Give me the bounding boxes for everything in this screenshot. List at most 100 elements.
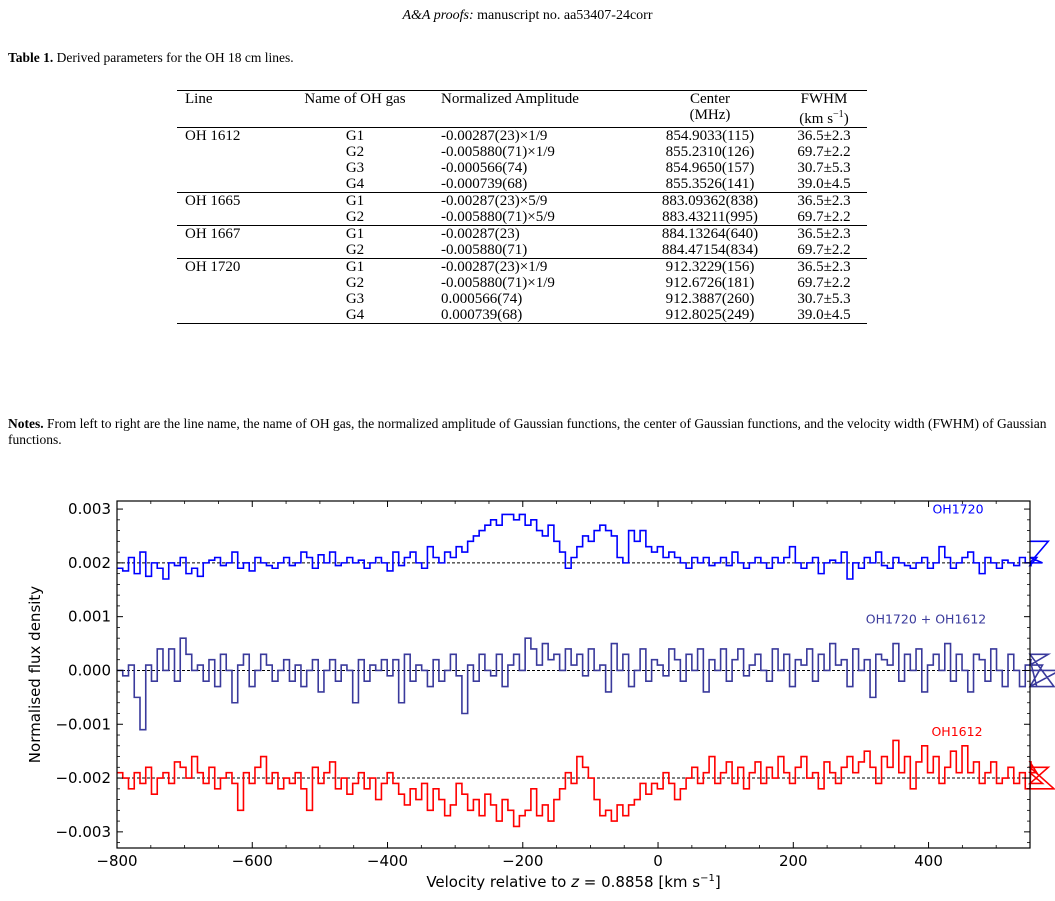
journal-name: A&A proofs: [402, 8, 474, 23]
cell-amplitude: -0.00287(23)×5/9 [433, 192, 639, 209]
cell-fwhm: 30.7±5.3 [797, 160, 851, 176]
cell-line: OH 1667 [177, 225, 277, 242]
cell-fwhm: 39.0±4.5 [781, 307, 867, 324]
x-tick-label: −400 [367, 852, 408, 870]
cell-line [177, 144, 277, 160]
table-row: OH 1720 G1 -0.00287(23)×1/9 912.3229(156) 36… [177, 258, 867, 275]
cell-center: 912.3229(156) [639, 258, 781, 275]
cell-gas: G1 [277, 127, 433, 144]
plot-frame [116, 500, 1031, 849]
table-row: G2 -0.005880(71) 884.47154(834) 69.7±2.2 [177, 242, 867, 259]
table-row: OH 1667 G1 -0.00287(23) 884.13264(640) 36.5±… [177, 225, 867, 242]
cell-line [177, 209, 277, 226]
cell-amplitude: -0.00287(23)×1/9 [433, 258, 639, 275]
cell-center: 883.43211(995) [662, 209, 758, 225]
cell-gas: G2 [345, 144, 365, 160]
cell-amplitude: -0.00287(23)×1/9 [433, 127, 639, 144]
y-tick-label: −0.002 [55, 769, 111, 787]
x-axis-label: Velocity relative to z = 0.8858 [km s−1] [426, 873, 720, 891]
table-row: G2 -0.005880(71)×5/9 883.43211(995) 69.7±2.… [177, 209, 867, 226]
col-header-amplitude: Normalized Amplitude [433, 90, 639, 107]
series-line-2 [117, 739, 1055, 828]
cell-center: 912.6726(181) [665, 275, 755, 291]
x-tick-label: 400 [914, 852, 943, 870]
y-tick-label: 0.000 [68, 661, 111, 679]
table-row: OH 1612 G1 -0.00287(23)×1/9 854.9033(115) 36… [177, 127, 867, 144]
cell-amplitude: -0.005880(71)×5/9 [441, 209, 555, 225]
x-tick-label: −800 [96, 852, 137, 870]
notes-text: From left to right are the line name, th… [8, 416, 1047, 447]
cell-gas: G1 [277, 225, 433, 242]
table-row: G4 0.000739(68) 912.8025(249) 39.0±4.5 [177, 307, 867, 324]
cell-line: OH 1612 [177, 127, 277, 144]
cell-gas: G2 [345, 242, 365, 258]
cell-center: 883.09362(838) [639, 192, 781, 209]
cell-line [177, 291, 277, 307]
cell-amplitude: 0.000739(68) [433, 307, 639, 324]
y-tick-label: −0.001 [55, 715, 111, 733]
table-row: G2 -0.005880(71)×1/9 855.2310(126) 69.7±2.2 [177, 144, 867, 160]
cell-fwhm: 36.5±2.3 [781, 258, 867, 275]
cell-line [177, 307, 277, 324]
table-caption: Table 1. Derived parameters for the OH 1… [8, 50, 294, 66]
cell-amplitude: -0.000566(74) [441, 160, 528, 176]
cell-gas: G3 [345, 160, 365, 176]
cell-fwhm: 36.5±2.3 [781, 192, 867, 209]
cell-line: OH 1720 [177, 258, 277, 275]
y-axis-label: Normalised flux density [26, 586, 44, 763]
notes-label: Notes. [8, 416, 44, 431]
manuscript-number: manuscript no. aa53407-24corr [477, 8, 653, 23]
x-tick-label: 0 [653, 852, 663, 870]
table-row: G3 -0.000566(74) 854.9650(157) 30.7±5.3 [177, 160, 867, 176]
cell-fwhm: 69.7±2.2 [797, 144, 851, 160]
cell-gas: G1 [277, 258, 433, 275]
cell-center: 884.13264(640) [639, 225, 781, 242]
y-tick-label: 0.003 [68, 500, 111, 518]
cell-fwhm: 36.5±2.3 [781, 225, 867, 242]
cell-center: 884.47154(834) [661, 242, 759, 258]
series-line-0 [117, 513, 1050, 580]
series-label-2: OH1612 [931, 724, 982, 739]
x-tick-label: −600 [232, 852, 273, 870]
x-tick-label: 200 [779, 852, 808, 870]
cell-gas: G4 [345, 176, 365, 192]
cell-line [177, 160, 277, 176]
cell-center: 912.3887(260) [665, 291, 755, 307]
col-header-center: Center [639, 90, 781, 107]
series-line-1 [117, 637, 1055, 731]
cell-amplitude: 0.000566(74) [441, 291, 523, 307]
col-header-center-unit: (MHz) [639, 107, 781, 128]
series-label-0: OH1720 [932, 501, 983, 516]
cell-center: 854.9650(157) [665, 160, 755, 176]
cell-gas: G4 [277, 307, 433, 324]
cell-fwhm: 30.7±5.3 [797, 291, 851, 307]
col-header-line: Line [177, 90, 277, 107]
parameters-table: Line Name of OH gas Normalized Amplitude… [177, 90, 867, 324]
cell-amplitude: -0.005880(71)×1/9 [441, 275, 555, 291]
cell-line [177, 176, 277, 193]
table-body: OH 1612 G1 -0.00287(23)×1/9 854.9033(115) 36… [177, 127, 867, 324]
cell-amplitude: -0.005880(71) [441, 242, 528, 258]
y-tick-label: −0.003 [55, 823, 111, 841]
cell-amplitude: -0.005880(71)×1/9 [441, 144, 555, 160]
series-label-1: OH1720 + OH1612 [866, 612, 987, 627]
col-header-fwhm: FWHM [781, 90, 867, 107]
table-caption-text: Derived parameters for the OH 18 cm line… [56, 50, 294, 65]
cell-center: 854.9033(115) [639, 127, 781, 144]
y-tick-label: 0.001 [68, 608, 111, 626]
cell-fwhm: 69.7±2.2 [797, 209, 851, 225]
y-tick-label: 0.002 [68, 554, 111, 572]
cell-gas: G2 [345, 209, 365, 225]
col-header-fwhm-unit: (km s−1) [781, 107, 867, 128]
cell-gas: G2 [345, 275, 365, 291]
table-notes: Notes. From left to right are the line n… [8, 416, 1053, 448]
cell-line: OH 1665 [177, 192, 277, 209]
cell-center: 855.2310(126) [665, 144, 755, 160]
cell-line [177, 242, 277, 259]
cell-line [177, 275, 277, 291]
cell-gas: G1 [277, 192, 433, 209]
x-tick-label: −200 [502, 852, 543, 870]
cell-amplitude: -0.000739(68) [441, 176, 528, 192]
cell-gas: G3 [345, 291, 365, 307]
cell-amplitude: -0.00287(23) [433, 225, 639, 242]
